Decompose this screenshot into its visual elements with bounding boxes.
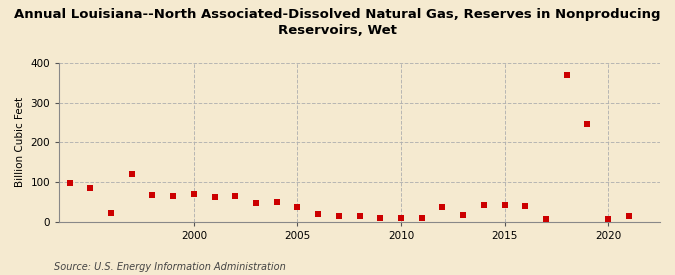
Point [209,195,220,199]
Point [416,216,427,220]
Point [188,192,199,196]
Point [230,194,241,198]
Point [437,204,448,209]
Point [603,217,614,221]
Y-axis label: Billion Cubic Feet: Billion Cubic Feet [15,97,25,188]
Point [250,201,261,205]
Point [582,122,593,126]
Point [375,216,385,220]
Point [520,204,531,208]
Point [147,192,158,197]
Point [64,181,75,185]
Point [313,211,323,216]
Point [85,186,96,190]
Point [354,214,365,218]
Point [271,200,282,204]
Point [500,203,510,207]
Point [562,73,572,77]
Point [333,214,344,218]
Point [168,194,179,198]
Point [126,172,137,176]
Point [479,203,489,207]
Text: Annual Louisiana--North Associated-Dissolved Natural Gas, Reserves in Nonproduci: Annual Louisiana--North Associated-Disso… [14,8,661,37]
Point [624,214,634,218]
Point [292,204,303,209]
Text: Source: U.S. Energy Information Administration: Source: U.S. Energy Information Administ… [54,262,286,272]
Point [458,213,468,217]
Point [541,217,551,221]
Point [105,211,116,215]
Point [396,216,406,220]
